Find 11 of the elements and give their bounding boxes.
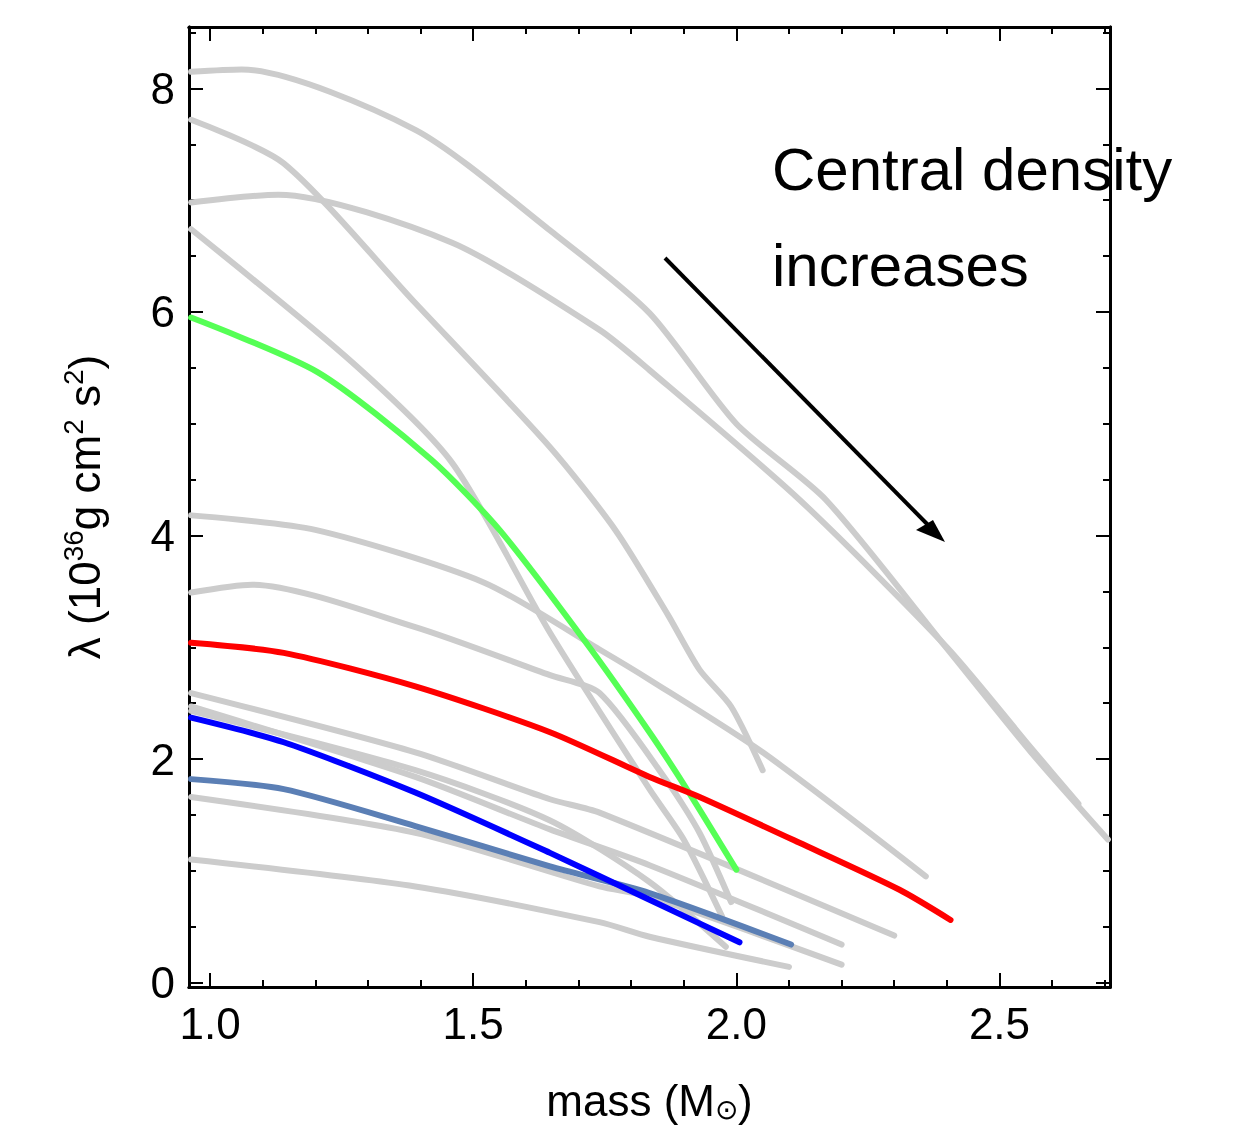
y-axis-title: λ (1036g cm2 s2) [57, 354, 109, 660]
y-tick-label: 0 [150, 958, 175, 1008]
y-tick-label: 8 [150, 63, 175, 113]
x-tick-label: 1.5 [442, 998, 504, 1048]
y-tick-label: 2 [150, 734, 175, 784]
y-tick-label: 4 [150, 511, 175, 560]
x-tick-label: 1.0 [179, 998, 241, 1048]
x-axis-title: mass (M⊙) [546, 1075, 753, 1125]
x-tick-label: 2.0 [705, 998, 767, 1048]
x-tick-label: 2.5 [968, 998, 1031, 1048]
y-tick-label: 6 [150, 287, 175, 337]
